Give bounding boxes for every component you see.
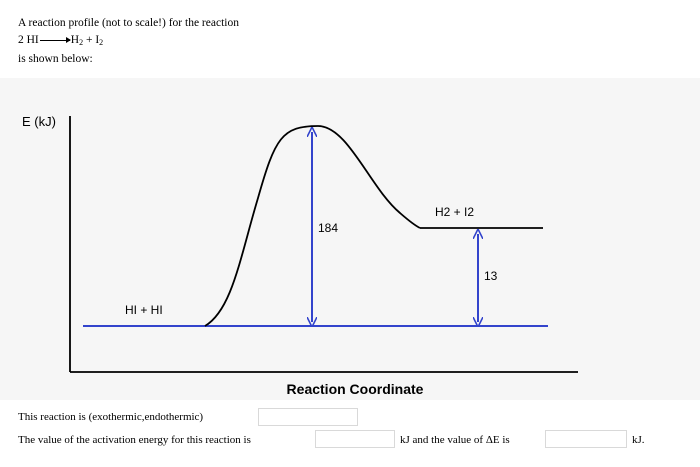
reaction-type-answer-field[interactable] (258, 408, 358, 426)
reactants-label: HI + HI (125, 303, 163, 317)
equation-plus: + (85, 34, 93, 46)
activation-energy-value: 184 (318, 221, 338, 235)
reaction-equation: 2 HI H2 + I2 (18, 32, 239, 51)
question-1-text: This reaction is (exothermic,endothermic… (18, 411, 204, 423)
intro-line-3: is shown below: (18, 53, 93, 65)
reaction-arrow-icon (39, 36, 71, 43)
reaction-profile-diagram: E (kJ) Reaction Coordinate HI + HI H2 + … (0, 78, 700, 400)
activation-energy-answer-field[interactable] (315, 430, 395, 448)
question-2-middle-text: kJ and the value of ΔE is (400, 434, 510, 446)
equation-product-1: H (70, 34, 80, 46)
diagram-canvas: E (kJ) Reaction Coordinate HI + HI H2 + … (22, 114, 578, 397)
equation-reactant: 2 HI (18, 34, 39, 46)
x-axis-label: Reaction Coordinate (287, 381, 424, 397)
y-axis-label: E (kJ) (22, 114, 56, 129)
delta-e-answer-field[interactable] (545, 430, 627, 448)
question-2-text: The value of the activation energy for t… (18, 434, 251, 446)
reaction-curve (204, 125, 421, 327)
delta-e-value: 13 (484, 269, 498, 283)
intro-text: A reaction profile (not to scale!) for t… (18, 15, 239, 68)
question-2-unit: kJ. (632, 434, 645, 446)
intro-line-1: A reaction profile (not to scale!) for t… (18, 17, 239, 29)
equation-product-2-subscript: 2 (99, 38, 104, 47)
products-label: H2 + I2 (435, 205, 474, 219)
equation-product-2: I (95, 34, 100, 46)
equation-product-1-subscript: 2 (79, 38, 84, 47)
